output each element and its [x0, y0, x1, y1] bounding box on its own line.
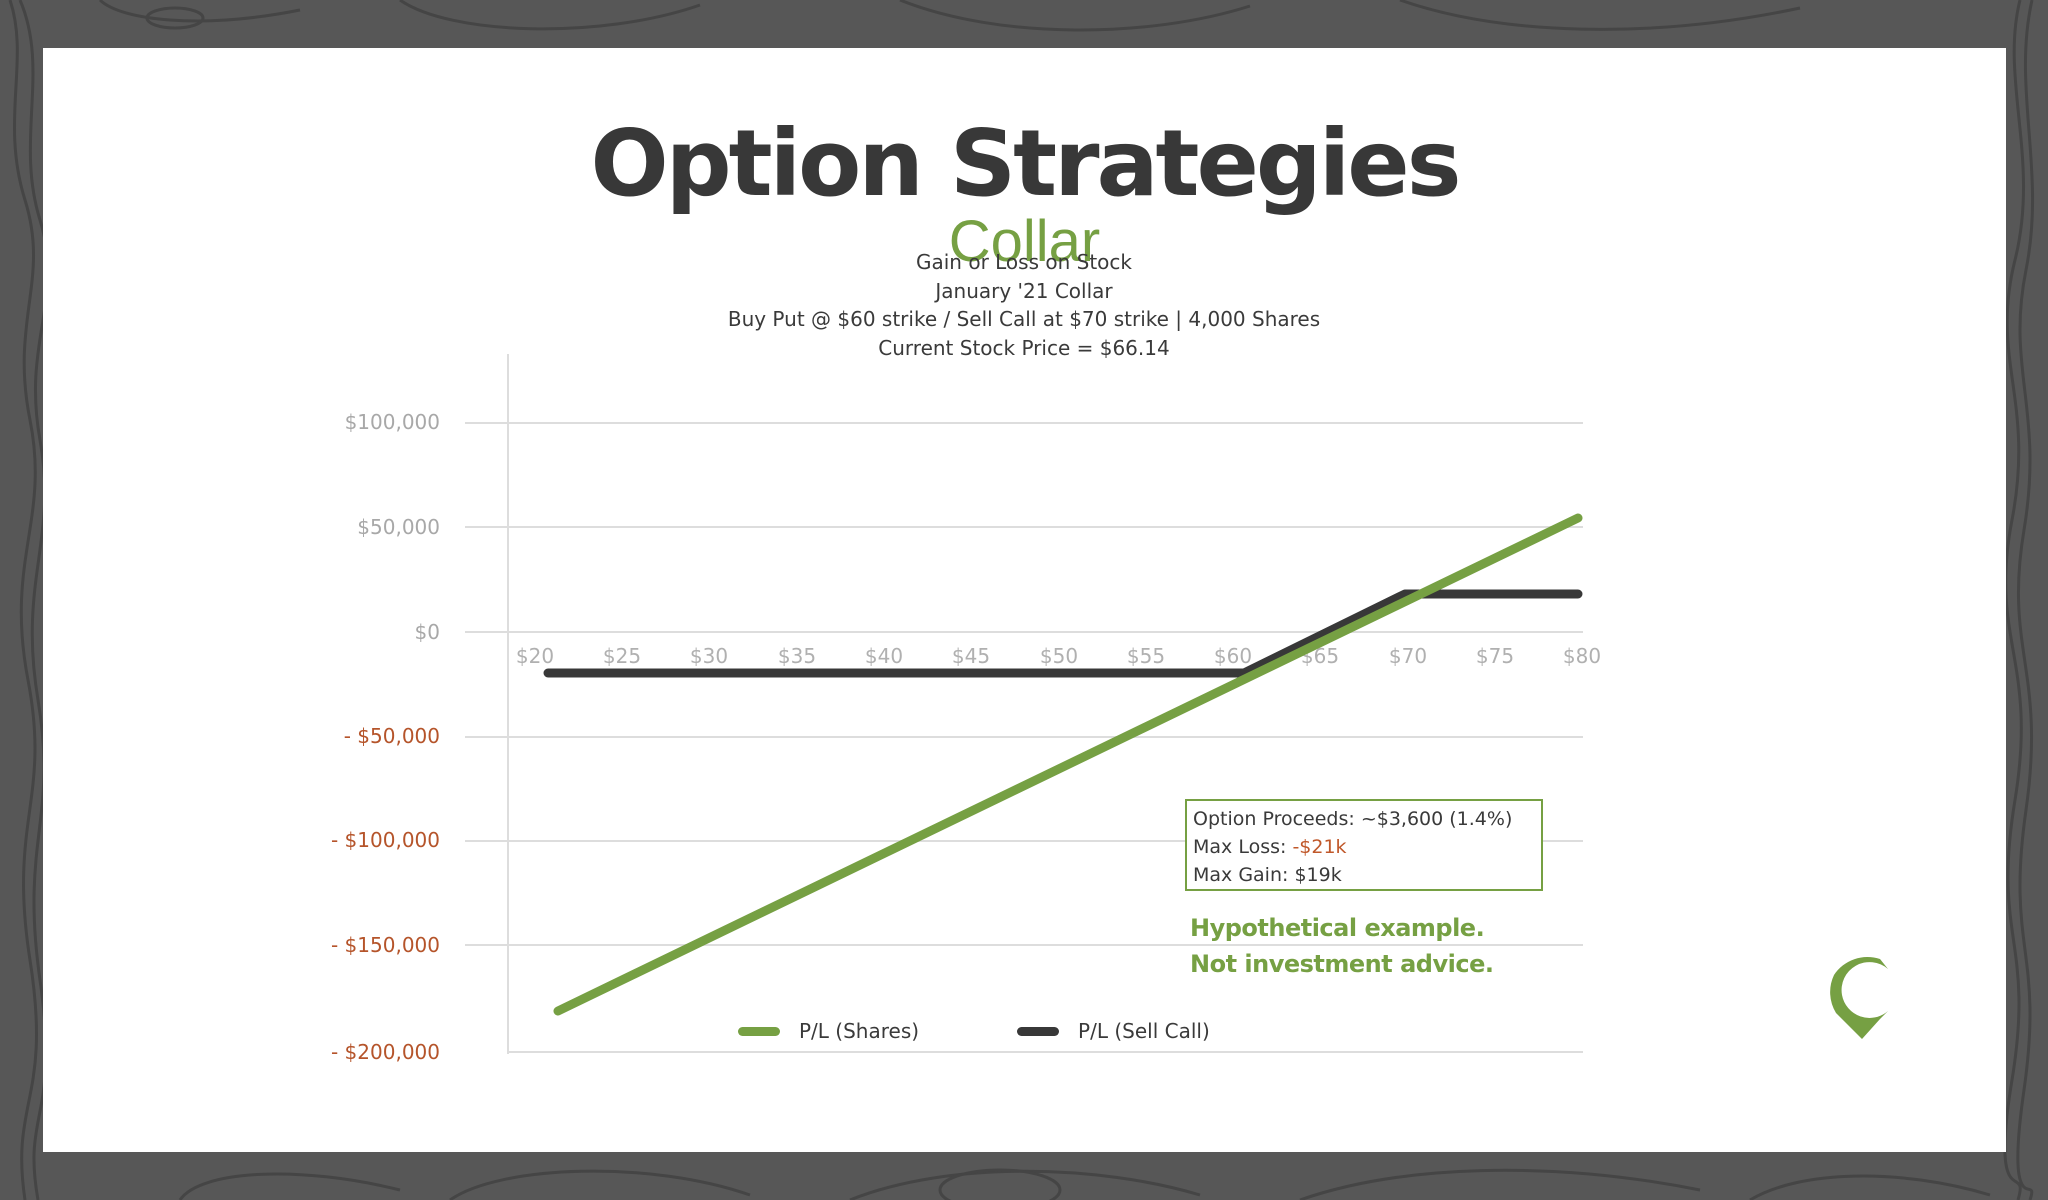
x-tick-label: $30	[690, 644, 728, 668]
y-tick-label: - $150,000	[331, 933, 440, 957]
chart-subtitle-line: January '21 Collar	[935, 278, 1113, 303]
brand-logo-icon	[1830, 956, 1900, 1039]
x-tick-label: $35	[778, 644, 816, 668]
chart-title-line: Gain or Loss on Stock	[915, 250, 1132, 274]
x-tick-label: $20	[516, 644, 554, 668]
max-loss-row: Max Loss: -$21k	[1193, 833, 1535, 861]
x-tick-label: $55	[1127, 644, 1165, 668]
max-gain-text: Max Gain: $19k	[1193, 864, 1342, 886]
chart-legend: P/L (Shares) P/L (Sell Call)	[738, 1019, 1308, 1043]
x-tick-label: $25	[603, 644, 641, 668]
y-tick-label: $100,000	[345, 410, 440, 434]
max-loss-value: -$21k	[1292, 836, 1347, 858]
x-axis-labels: $20 $25 $30 $35 $40 $45 $50 $55 $60 $65 …	[516, 644, 1601, 668]
slide-title: Option Strategies	[590, 110, 1462, 217]
disclaimer: Hypothetical example. Not investment adv…	[1190, 910, 1494, 982]
y-tick-label: - $50,000	[344, 724, 440, 748]
y-tick-label: $50,000	[357, 515, 440, 539]
x-tick-label: $40	[865, 644, 903, 668]
y-tick-label: - $100,000	[331, 828, 440, 852]
info-box: Option Proceeds: ~$3,600 (1.4%) Max Loss…	[1185, 799, 1543, 891]
legend-label: P/L (Sell Call)	[1078, 1019, 1210, 1043]
y-tick-label: - $200,000	[331, 1040, 440, 1064]
x-tick-label: $80	[1563, 644, 1601, 668]
series-line-sell-call	[543, 589, 1583, 678]
chart-strategy-line: Buy Put @ $60 strike / Sell Call at $70 …	[727, 307, 1321, 331]
disclaimer-line-1: Hypothetical example.	[1190, 914, 1485, 942]
legend-swatch-green-icon	[738, 1026, 780, 1036]
x-tick-label: $75	[1476, 644, 1514, 668]
max-loss-label: Max Loss:	[1193, 836, 1293, 858]
legend-label: P/L (Shares)	[799, 1019, 920, 1043]
option-proceeds-text: Option Proceeds: ~$3,600 (1.4%)	[1193, 808, 1513, 830]
x-tick-label: $50	[1040, 644, 1078, 668]
legend-swatch-dark-icon	[1017, 1026, 1060, 1036]
chart-heading: Gain or Loss on Stock January '21 Collar…	[0, 248, 2048, 362]
x-tick-label: $70	[1389, 644, 1427, 668]
slide-canvas: Option Strategies Collar	[43, 48, 2006, 1152]
x-tick-label: $60	[1214, 644, 1252, 668]
y-tick-label: $0	[415, 620, 440, 644]
legend-item-sell-call: P/L (Sell Call)	[1017, 1019, 1210, 1043]
y-axis-labels: $100,000 $50,000 $0 - $50,000 - $100,000…	[331, 410, 440, 1064]
series-line-shares	[553, 513, 1583, 1016]
chart-price-line: Current Stock Price = $66.14	[878, 335, 1170, 360]
slide-subtitle: Collar	[948, 209, 1101, 274]
legend-item-shares: P/L (Shares)	[738, 1019, 919, 1043]
disclaimer-line-2: Not investment advice.	[1190, 950, 1494, 978]
x-tick-label: $45	[952, 644, 990, 668]
